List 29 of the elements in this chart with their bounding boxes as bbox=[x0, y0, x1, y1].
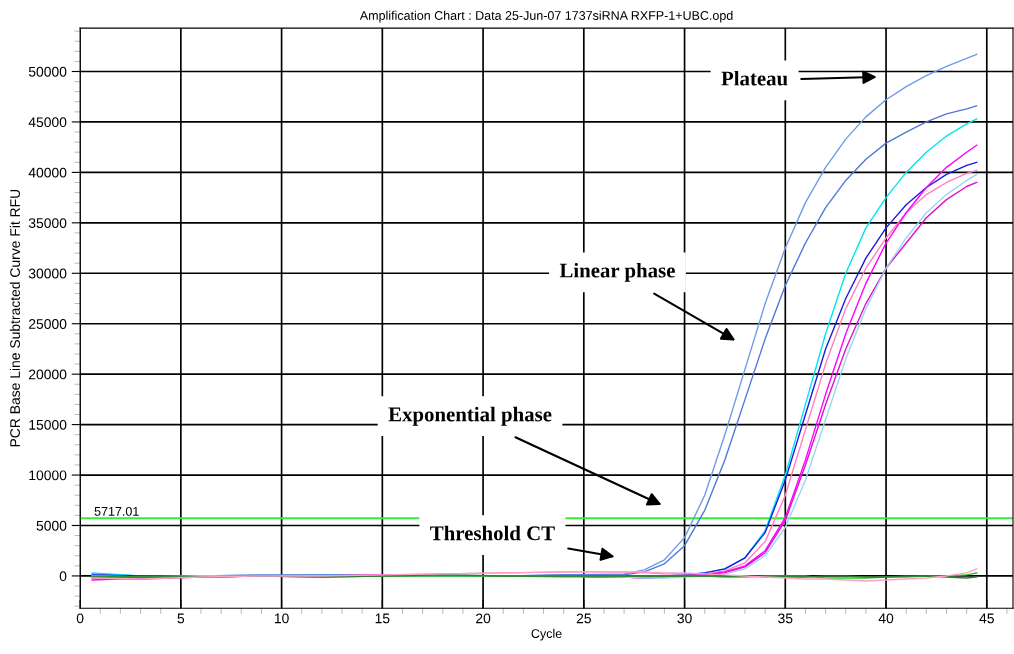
x-tick-label: 25 bbox=[576, 613, 591, 624]
x-axis-title: Cycle bbox=[531, 628, 562, 641]
annotation: Exponential phase bbox=[388, 406, 552, 426]
x-tick-label: 15 bbox=[375, 613, 390, 624]
x-tick-label: 20 bbox=[476, 613, 491, 624]
y-tick-label: 30000 bbox=[28, 268, 67, 279]
x-tick-label: 35 bbox=[778, 613, 793, 624]
annotation: Linear phase bbox=[559, 262, 675, 282]
x-tick-label: 30 bbox=[677, 613, 692, 624]
x-tick-label: 0 bbox=[76, 613, 84, 624]
y-tick-label: 10000 bbox=[29, 470, 67, 481]
y-tick-label: 0 bbox=[59, 571, 67, 582]
y-tick-label: 50000 bbox=[28, 66, 67, 77]
y-tick-label: 20000 bbox=[28, 369, 67, 380]
ref-line-label: 5717.01 bbox=[94, 506, 139, 516]
y-tick-label: 40000 bbox=[28, 167, 67, 178]
annotation: Plateau bbox=[721, 70, 788, 86]
y-tick-label: 45000 bbox=[28, 117, 67, 128]
x-tick-label: 10 bbox=[274, 613, 289, 624]
x-tick-label: 40 bbox=[878, 613, 894, 624]
y-tick-label: 5000 bbox=[36, 520, 67, 531]
y-tick-label: 35000 bbox=[28, 218, 67, 228]
x-tick-label: 5 bbox=[177, 613, 185, 624]
x-tick-label: 45 bbox=[979, 613, 994, 624]
y-axis-title: PCR Base Line Subtracted Curve Fit RFU bbox=[9, 189, 20, 447]
y-tick-label: 15000 bbox=[29, 419, 67, 430]
chart-title: Amplification Chart : Data 25-Jun-07 1737siRNA RXFP-1+UBC.opd bbox=[359, 10, 733, 23]
annotation: Threshold CT bbox=[430, 525, 555, 541]
y-tick-label: 25000 bbox=[28, 319, 67, 329]
